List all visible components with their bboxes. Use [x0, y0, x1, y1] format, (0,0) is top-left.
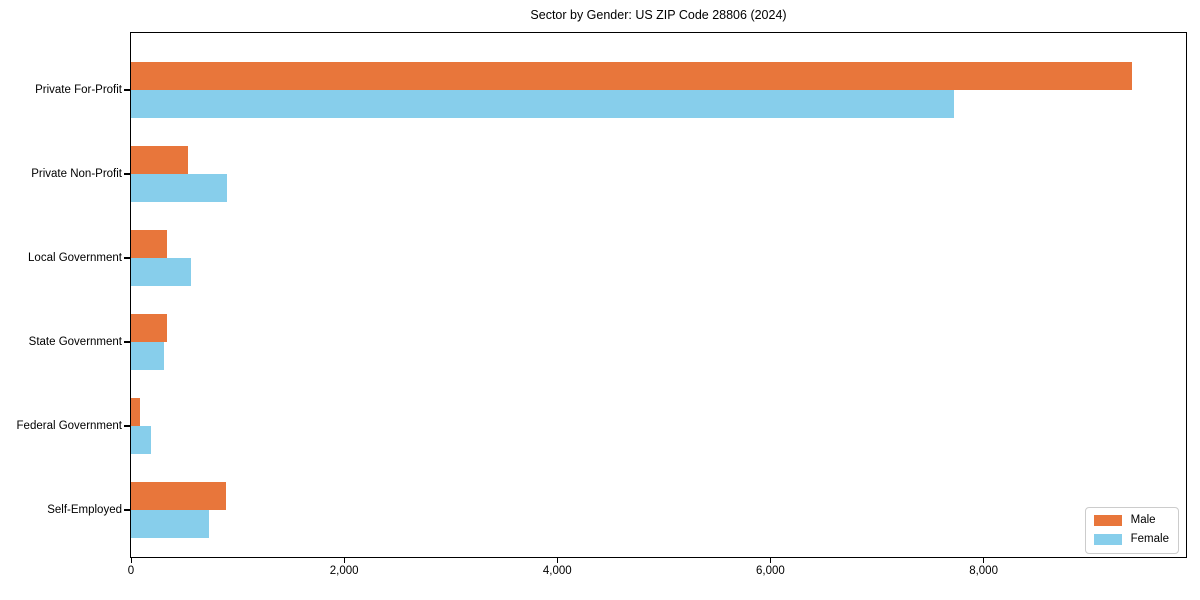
y-axis-tick	[124, 341, 130, 343]
plot-area: Male Female Private For-Profit Private No…	[17, 32, 1187, 577]
x-axis-tick	[769, 557, 772, 563]
x-axis-label: 4,000	[542, 565, 572, 577]
legend-item-male: Male	[1093, 514, 1169, 527]
x-axis-label: 0	[127, 565, 135, 577]
y-axis-label: Private Non-Profit	[31, 168, 122, 180]
legend: Male Female	[1084, 507, 1179, 554]
bar-female-private-for-profit	[131, 90, 954, 118]
y-axis-label: State Government	[28, 336, 122, 348]
legend-label-male: Male	[1130, 514, 1156, 526]
y-axis-tick	[124, 257, 130, 259]
x-axis-tick	[130, 557, 132, 563]
legend-label-female: Female	[1130, 533, 1169, 545]
y-axis-tick	[124, 425, 130, 427]
bar-female-federal-government	[131, 426, 152, 454]
x-axis-label: 2,000	[329, 565, 359, 577]
x-axis-tick	[343, 557, 345, 563]
bar-male-local-government	[131, 230, 167, 258]
legend-item-female: Female	[1093, 533, 1169, 546]
bar-female-state-government	[131, 342, 164, 370]
x-axis-label: 6,000	[756, 565, 785, 577]
bar-male-federal-government	[131, 398, 141, 426]
x-axis-tick	[556, 557, 559, 563]
y-axis-tick	[124, 509, 130, 511]
bar-male-self-employed	[131, 482, 226, 510]
bar-female-local-government	[131, 258, 191, 286]
x-axis-label: 8,000	[969, 565, 998, 577]
y-axis-label: Local Government	[28, 252, 122, 264]
y-axis-label: Federal Government	[16, 420, 122, 432]
bar-male-private-non-profit	[131, 146, 188, 174]
bar-female-self-employed	[131, 510, 209, 538]
y-axis-tick	[124, 173, 130, 175]
female-swatch	[1093, 534, 1122, 545]
x-axis-tick	[983, 557, 985, 563]
chart-title: Sector by Gender: US ZIP Code 28806 (202…	[530, 8, 787, 22]
bar-male-private-for-profit	[131, 62, 1132, 90]
y-axis-label: Private For-Profit	[35, 84, 122, 96]
male-swatch	[1093, 515, 1122, 526]
bar-female-private-non-profit	[131, 174, 227, 202]
y-axis-label: Self-Employed	[47, 504, 122, 516]
bar-male-state-government	[131, 314, 167, 342]
y-axis-tick	[124, 89, 130, 91]
